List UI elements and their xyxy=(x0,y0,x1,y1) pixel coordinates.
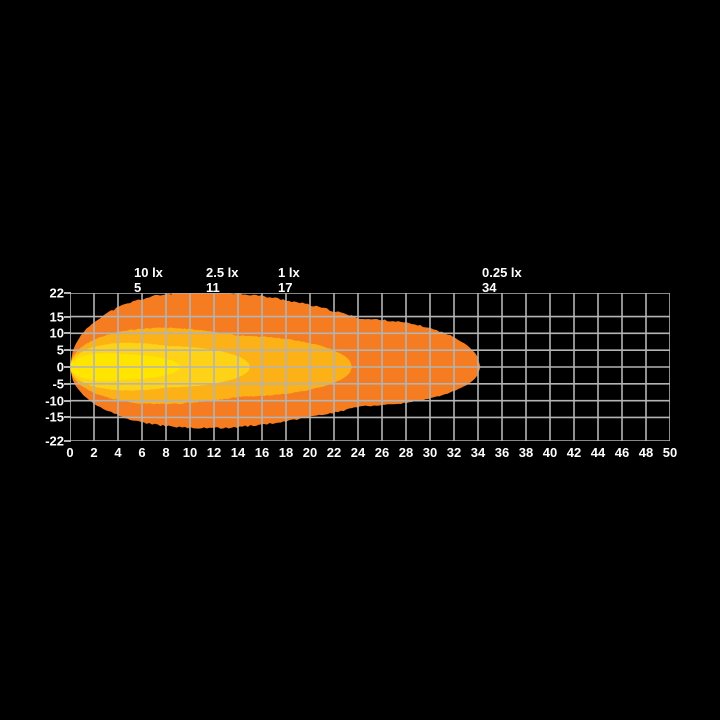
y-axis-tick-labels: 22 15 10 5 0 -5 -10 -15 -22 xyxy=(0,0,64,720)
lux-value-label: 10 lx xyxy=(134,265,163,280)
x-tick-14: 14 xyxy=(230,445,246,460)
x-tick-30: 30 xyxy=(422,445,438,460)
beam-shape-svg xyxy=(70,293,481,429)
lux-value-label: 0.25 lx xyxy=(482,265,522,280)
lux-value-label: 1 lx xyxy=(278,265,300,280)
y-tick-mark xyxy=(64,315,71,318)
x-tick-36: 36 xyxy=(494,445,510,460)
x-tick-24: 24 xyxy=(350,445,366,460)
x-tick-18: 18 xyxy=(278,445,294,460)
y-tick-mark xyxy=(64,382,71,385)
x-tick-16: 16 xyxy=(254,445,270,460)
lux-distance-label: 34 xyxy=(482,279,497,295)
y-tick-mark xyxy=(64,366,71,368)
x-tick-40: 40 xyxy=(542,445,558,460)
x-tick-8: 8 xyxy=(162,445,170,460)
y-tick-mark xyxy=(64,292,71,294)
x-tick-12: 12 xyxy=(206,445,222,460)
y-tick-5: 5 xyxy=(56,342,64,358)
x-tick-28: 28 xyxy=(398,445,414,460)
x-tick-2: 2 xyxy=(90,445,98,460)
x-tick-32: 32 xyxy=(446,445,462,460)
x-tick-20: 20 xyxy=(302,445,318,460)
lux-distance-label: 5 xyxy=(134,279,142,295)
plot-area xyxy=(70,293,670,441)
y-tick-15: 15 xyxy=(49,309,64,325)
x-tick-22: 22 xyxy=(326,445,342,460)
x-tick-42: 42 xyxy=(566,445,582,460)
y-tick-mark xyxy=(64,440,71,442)
x-tick-34: 34 xyxy=(470,445,486,460)
y-tick-neg22: -22 xyxy=(45,433,64,449)
lux-value-label: 2.5 lx xyxy=(206,265,239,280)
grid-svg xyxy=(70,293,670,441)
y-tick-mark xyxy=(64,332,71,335)
x-tick-0: 0 xyxy=(66,445,74,460)
x-tick-6: 6 xyxy=(138,445,146,460)
lux-distance-label: 11 xyxy=(206,279,220,295)
y-tick-mark xyxy=(64,349,71,352)
lux-distance-label: 17 xyxy=(278,279,293,295)
x-tick-10: 10 xyxy=(182,445,198,460)
y-tick-neg5: -5 xyxy=(52,376,64,392)
x-tick-38: 38 xyxy=(518,445,534,460)
grid-lines xyxy=(70,293,670,441)
x-tick-50: 50 xyxy=(662,445,678,460)
lux-annotation-34: 0.25 lx 34 xyxy=(482,265,522,295)
x-tick-46: 46 xyxy=(614,445,630,460)
y-tick-neg10: -10 xyxy=(45,393,64,409)
x-tick-4: 4 xyxy=(114,445,122,460)
y-tick-mark xyxy=(64,399,71,402)
x-tick-44: 44 xyxy=(590,445,606,460)
y-tick-mark xyxy=(64,416,71,419)
lux-annotation-17: 1 lx 17 xyxy=(278,265,300,295)
x-tick-48: 48 xyxy=(638,445,654,460)
y-tick-0: 0 xyxy=(56,359,64,375)
beam-layer xyxy=(70,293,670,441)
lux-annotation-5: 10 lx 5 xyxy=(134,265,163,295)
x-tick-26: 26 xyxy=(374,445,390,460)
y-tick-neg15: -15 xyxy=(45,409,64,425)
y-tick-10: 10 xyxy=(49,325,64,341)
lux-annotation-11: 2.5 lx 11 xyxy=(206,265,239,295)
y-tick-22: 22 xyxy=(49,285,64,301)
